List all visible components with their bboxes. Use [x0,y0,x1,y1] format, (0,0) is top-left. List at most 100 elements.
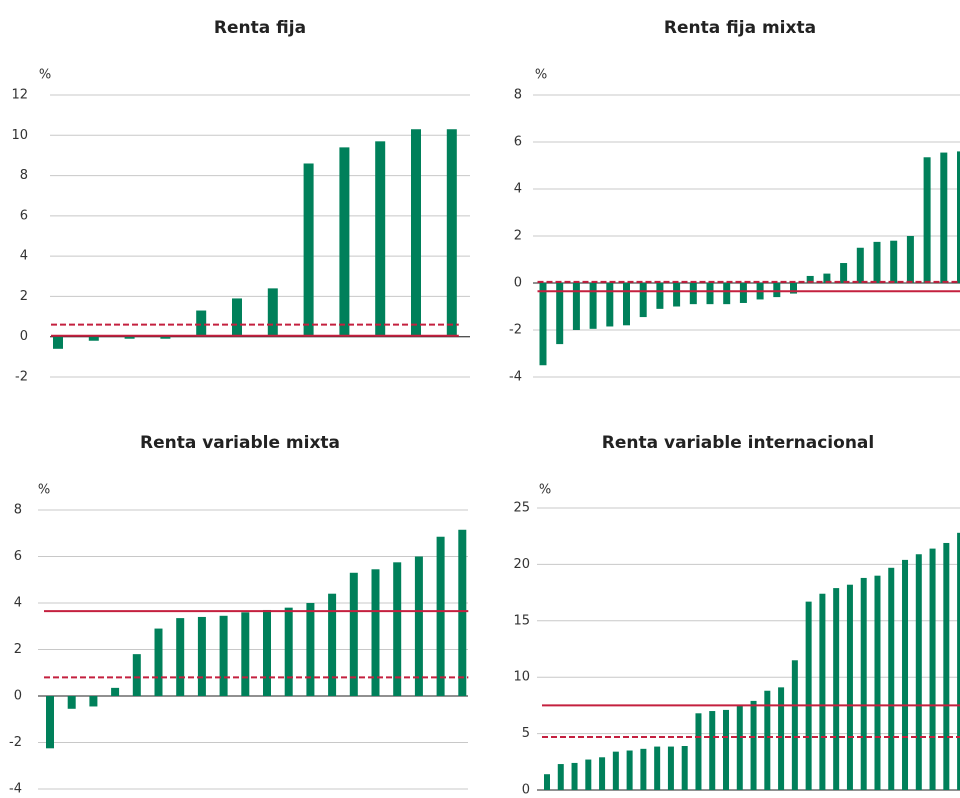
bar [957,532,960,790]
bar [539,283,547,366]
bar [890,240,898,283]
y-tick-label: -4 [9,782,22,797]
bar [902,559,909,790]
y-tick-label: 0 [14,689,22,704]
bar [124,336,135,339]
bar [263,609,271,696]
y-tick-label: 0 [522,783,530,798]
y-axis-label: % [539,483,551,498]
bar [606,283,614,327]
bar [623,283,630,326]
bar [805,601,812,790]
bar [906,236,914,283]
bar [241,612,250,696]
bar [957,151,960,283]
y-tick-label: 6 [14,549,22,564]
bar [232,298,242,337]
y-tick-label: -2 [9,735,22,750]
y-tick-label: 6 [514,135,522,150]
bar [923,157,931,283]
y-tick-label: 8 [20,168,28,183]
y-tick-label: -4 [509,370,522,385]
bar [303,163,314,337]
bar [572,283,580,330]
y-tick-label: 2 [14,642,22,657]
bar [585,759,592,790]
bar [599,757,606,790]
bar [764,690,771,790]
bar [436,536,445,696]
y-axis-label: % [39,68,51,83]
y-tick-label: 4 [14,596,22,611]
y-tick-label: -2 [509,323,522,338]
bar [819,593,826,790]
bar [267,288,278,337]
bar [873,241,881,283]
bar [132,654,141,696]
bar [414,556,423,696]
bar [689,283,697,305]
y-tick-label: 0 [514,276,522,291]
bar [306,603,315,696]
y-tick-label: 2 [20,289,28,304]
bar [67,696,76,709]
bar [375,141,386,337]
bar [639,283,647,318]
y-tick-label: 0 [20,329,28,344]
bar [557,764,564,790]
bar [723,283,731,305]
bar [773,283,781,298]
y-axis-label: % [535,68,547,83]
bar [943,542,950,790]
bar [556,283,564,345]
bar [695,713,702,790]
bar [458,529,467,696]
bar [778,687,785,790]
bar [46,696,54,749]
bar [154,628,163,696]
bar [328,593,337,696]
bar [846,584,853,790]
bar [349,572,358,696]
bar [88,336,99,341]
y-tick-label: 10 [513,670,530,685]
bar [791,660,798,790]
bar [929,548,936,790]
bar [840,263,848,283]
y-tick-label: 20 [513,557,530,572]
bar [739,283,747,303]
bar [750,700,757,790]
bar [111,687,120,696]
bar [89,696,98,707]
bar [709,711,716,790]
y-tick-label: 12 [11,88,28,103]
bar [640,748,647,790]
chart-title: Renta variable mixta [140,433,340,453]
bar [393,562,402,696]
bar [571,762,578,790]
y-axis-label: % [38,483,50,498]
y-tick-label: 4 [20,249,28,264]
chart-title: Renta variable internacional [602,433,874,453]
y-tick-label: 4 [514,182,522,197]
y-tick-label: 8 [14,503,22,518]
bar [667,746,674,790]
bar [53,336,63,349]
bar [723,709,730,790]
bar [339,147,350,337]
chart-title: Renta fija mixta [664,18,816,38]
bar [860,577,867,790]
bar [856,247,864,283]
bar [706,283,714,305]
y-tick-label: 2 [514,229,522,244]
bar [681,746,688,790]
bar [589,283,597,329]
y-tick-label: -2 [15,370,28,385]
y-tick-label: 10 [11,128,28,143]
bar [371,569,380,696]
bar [446,129,457,337]
bar [197,616,206,696]
bar [888,567,895,790]
bar [833,588,840,790]
